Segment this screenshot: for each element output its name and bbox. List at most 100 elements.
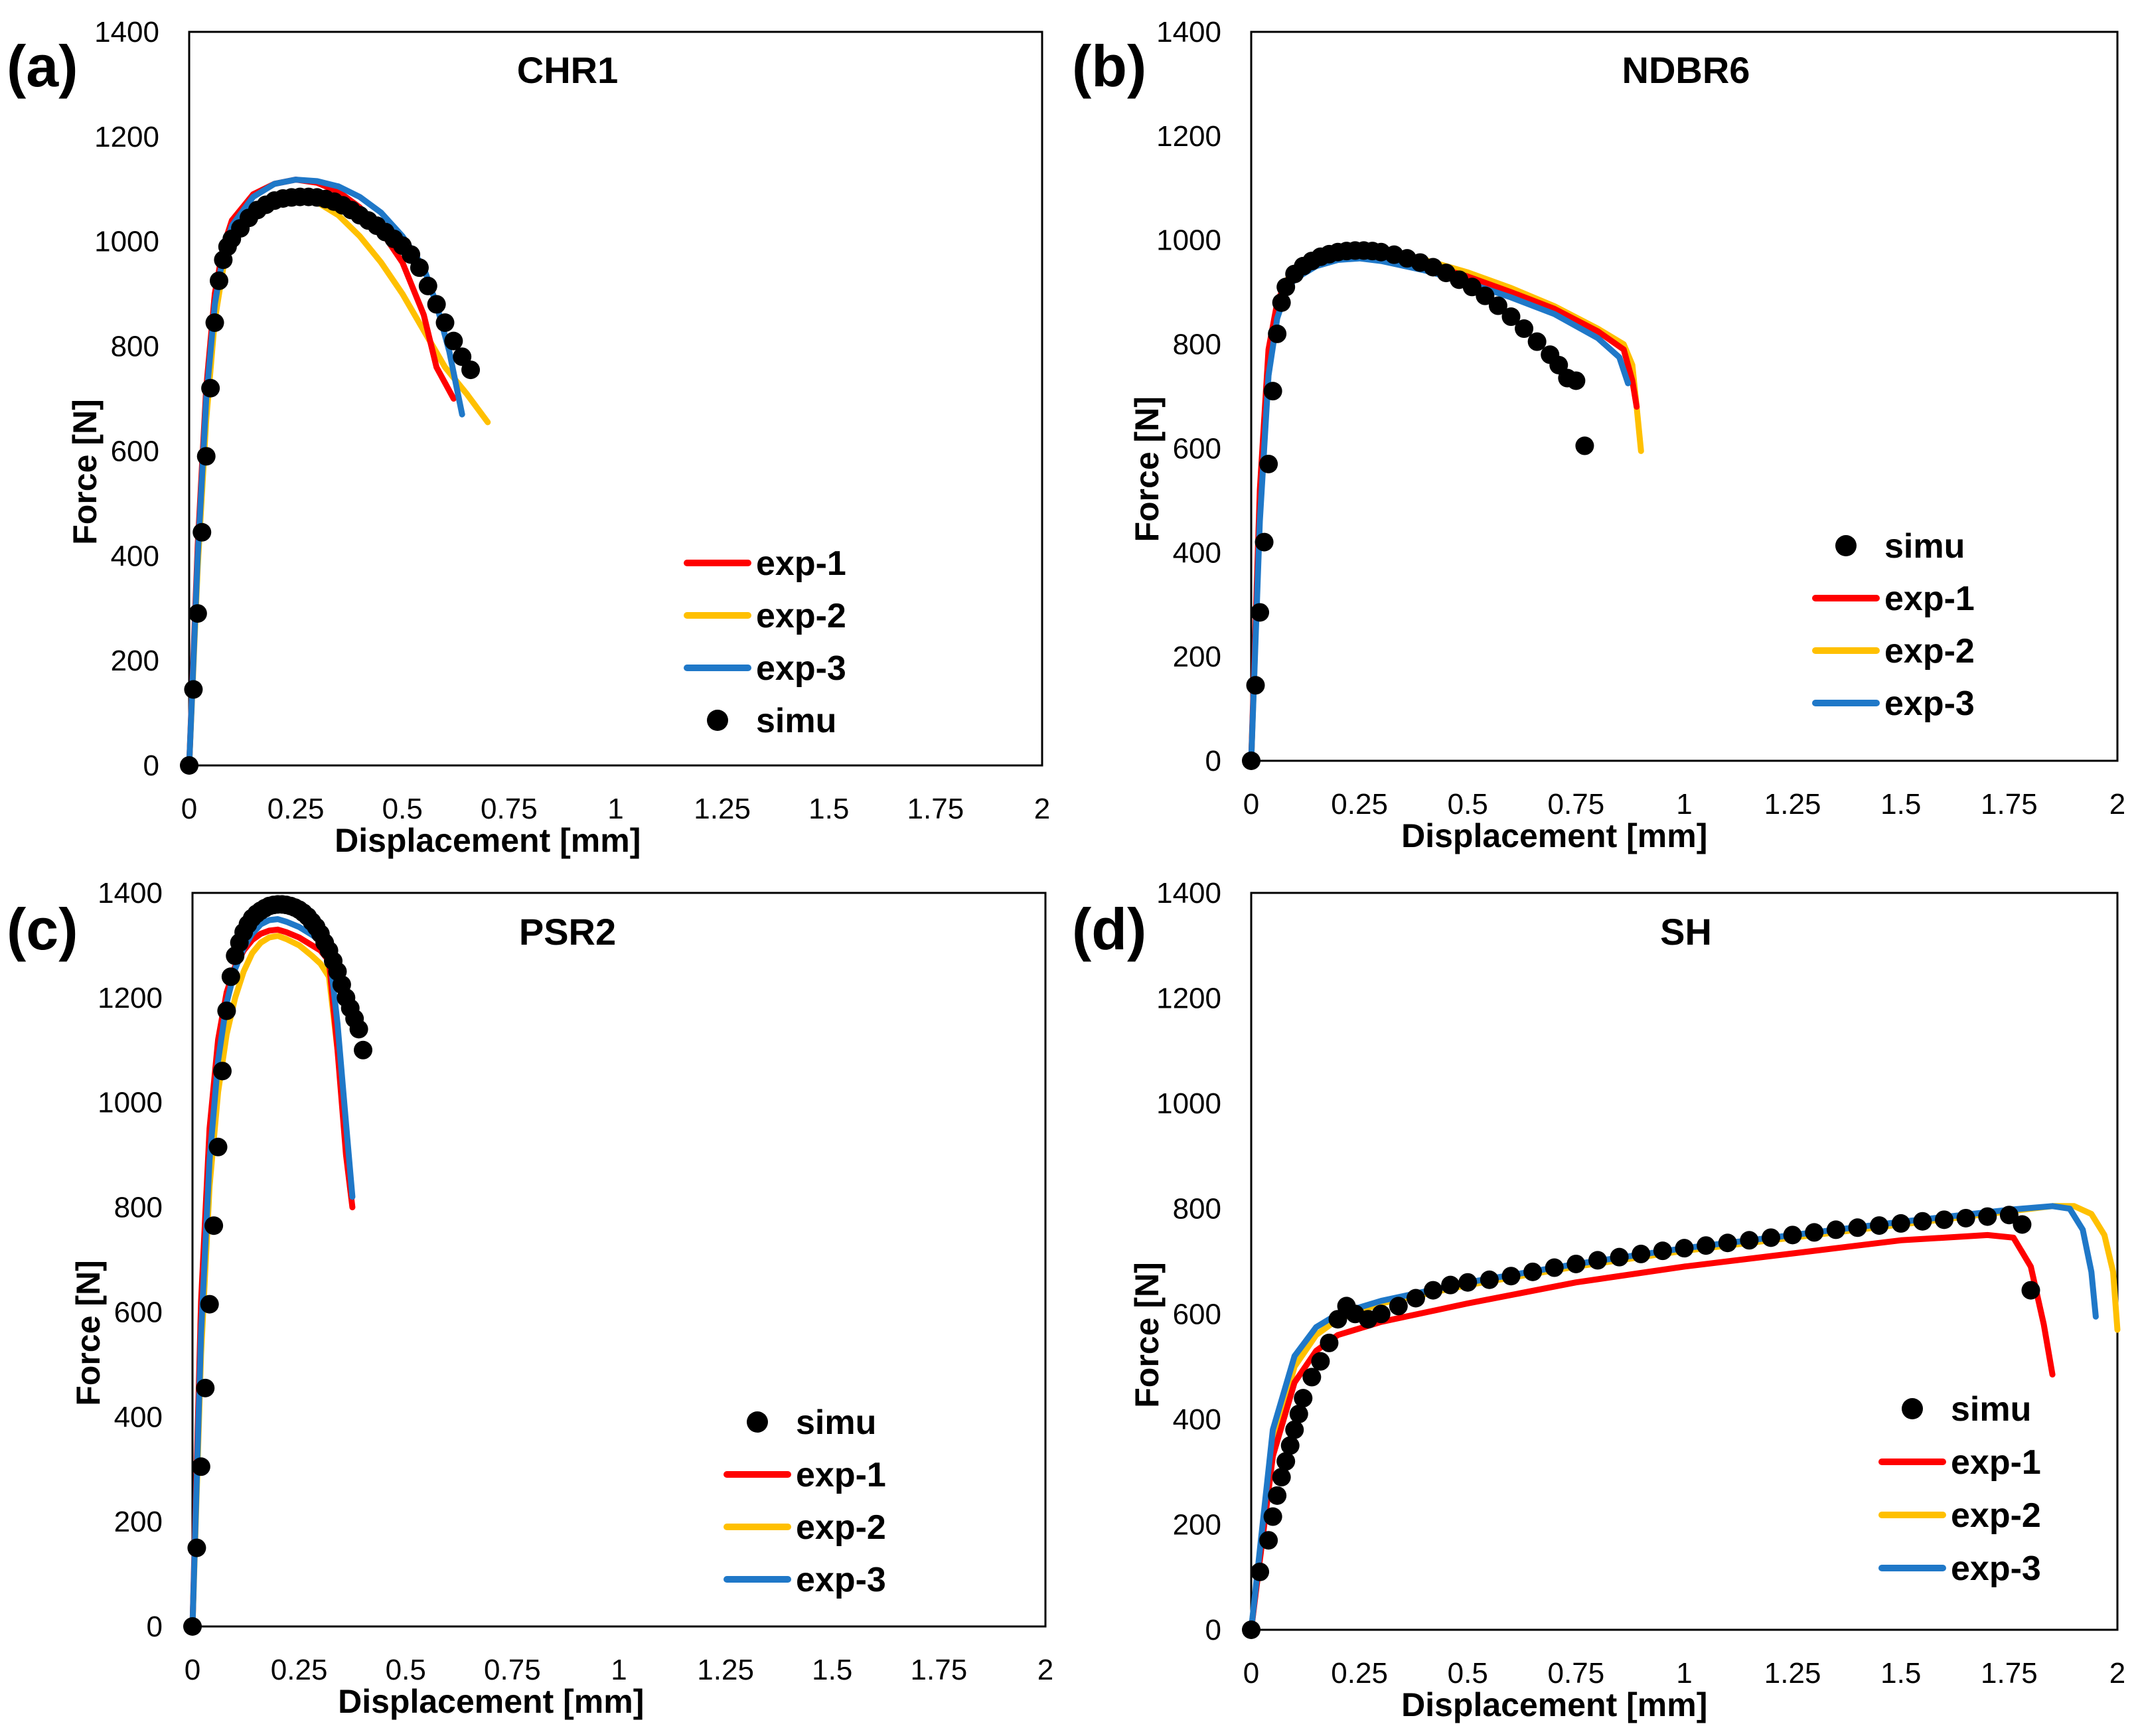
y-tick-label: 0 [147, 1611, 163, 1643]
x-tick-label: 0.25 [267, 793, 325, 825]
data-point-simu [212, 1062, 232, 1081]
x-tick-label: 1 [611, 1654, 627, 1686]
data-point-simu [1913, 1212, 1932, 1231]
data-point-simu [1259, 454, 1278, 473]
legend-marker-simu [1835, 535, 1857, 556]
legend: simu exp-1 exp-2 exp-3 [1878, 1390, 2041, 1588]
data-point-simu [2013, 1215, 2032, 1234]
y-tick-label: 400 [111, 540, 159, 572]
y-tick-label: 200 [1173, 1508, 1221, 1541]
legend: exp-1 exp-2 exp-3 simu [684, 544, 846, 740]
legend-label-simu: simu [796, 1403, 876, 1442]
data-point-simu [418, 276, 437, 295]
legend-label-simu: simu [1951, 1390, 2031, 1429]
x-axis-label: Displacement [mm] [335, 822, 641, 859]
data-point-simu [217, 1001, 236, 1020]
x-tick-label: 0 [1243, 788, 1259, 821]
legend-label-exp-2: exp-2 [796, 1508, 886, 1547]
data-point-simu [201, 378, 220, 398]
y-tick-label: 1400 [1156, 877, 1221, 909]
data-point-simu [1740, 1231, 1759, 1250]
x-tick-label: 1.5 [1880, 1657, 1921, 1690]
panel-chr1: 0 200 400 600 800 1000 1200 1400 0 0.25 0.5 0.75 1 1.… [7, 16, 1050, 859]
y-tick-label: 800 [111, 331, 159, 363]
y-tick-label: 1000 [1156, 1087, 1221, 1120]
x-tick-label: 1.75 [911, 1654, 968, 1686]
data-point-simu [191, 1457, 210, 1476]
y-tick-label: 1200 [1156, 983, 1221, 1015]
data-point-simu [1566, 371, 1586, 390]
data-point-simu [1675, 1239, 1694, 1258]
data-point-simu [183, 1617, 202, 1636]
plot-data [1242, 241, 1644, 770]
legend-label-exp-1: exp-1 [756, 544, 846, 583]
y-tick-label: 600 [114, 1296, 163, 1328]
data-point-simu [427, 295, 446, 314]
y-tick-label: 0 [1205, 1614, 1221, 1646]
data-point-simu [1424, 1281, 1443, 1300]
data-point-simu [461, 360, 481, 380]
x-tick-label: 1.75 [907, 793, 964, 825]
legend: simu exp-1 exp-2 exp-3 [724, 1403, 886, 1599]
y-tick-label: 400 [1173, 536, 1221, 569]
data-point-simu [1870, 1216, 1889, 1235]
plot-data [1242, 1203, 2121, 1639]
data-point-simu [1610, 1247, 1629, 1267]
x-tick-label: 0 [185, 1654, 200, 1686]
data-point-simu [1999, 1206, 2019, 1225]
x-tick-label: 1.25 [1764, 788, 1821, 821]
y-axis-label: Force [N] [66, 399, 104, 544]
y-tick-label: 400 [114, 1401, 163, 1433]
data-point-simu [1263, 1507, 1282, 1526]
y-tick-label: 0 [1205, 745, 1221, 777]
data-point-simu [1263, 382, 1282, 401]
x-tick-label: 0.25 [1331, 1657, 1388, 1690]
data-point-simu [1268, 1486, 1287, 1505]
data-point-simu [200, 1295, 219, 1314]
data-point-simu [1978, 1207, 1997, 1226]
data-point-simu [1462, 277, 1482, 297]
data-point-simu [2021, 1281, 2040, 1300]
legend: simu exp-1 exp-2 exp-3 [1812, 527, 1975, 723]
legend-marker-simu [1902, 1398, 1923, 1419]
panel-letter: (a) [7, 33, 78, 99]
y-tick-label: 1400 [94, 16, 159, 48]
y-tick-label: 1200 [1156, 120, 1221, 153]
legend-label-exp-2: exp-2 [756, 597, 846, 635]
panel-letter: (c) [7, 896, 78, 962]
y-axis-label: Force [N] [1128, 1262, 1166, 1407]
chart-title: SH [1660, 911, 1712, 953]
y-tick-label: 1000 [1156, 224, 1221, 257]
x-tick-label: 0.5 [386, 1654, 426, 1686]
data-point-simu [410, 258, 429, 277]
data-point-simu [354, 1040, 372, 1060]
data-point-simu [1255, 532, 1274, 552]
y-tick-label: 600 [111, 435, 159, 467]
x-tick-label: 1.25 [697, 1654, 754, 1686]
data-point-simu [1251, 1562, 1270, 1581]
data-point-simu [1566, 1254, 1586, 1273]
x-tick-label: 0.5 [382, 793, 423, 825]
data-point-simu [1588, 1251, 1607, 1270]
legend-label-exp-1: exp-1 [796, 1456, 886, 1494]
y-tick-label: 800 [114, 1192, 163, 1224]
panel-sh: 0 200 400 600 800 1000 1200 1400 0 0.25 0.5 0.75 1 1.… [1072, 877, 2125, 1723]
legend-marker-simu [707, 710, 728, 731]
data-point-simu [349, 1020, 368, 1039]
data-point-simu [1328, 1310, 1347, 1329]
plot-data [180, 177, 491, 775]
y-tick-label: 600 [1173, 432, 1221, 465]
data-point-simu [209, 271, 228, 290]
x-axis-label: Displacement [mm] [1401, 1686, 1707, 1723]
data-point-simu [1389, 1297, 1408, 1316]
data-point-simu [1441, 1275, 1460, 1295]
data-point-simu [1891, 1214, 1910, 1233]
data-point-simu [1848, 1218, 1867, 1237]
x-tick-label: 1 [1676, 788, 1692, 821]
data-point-simu [1523, 1262, 1543, 1281]
data-point-simu [1501, 307, 1521, 327]
data-point-simu [205, 313, 224, 333]
x-tick-label: 1 [1676, 1657, 1692, 1690]
data-point-simu [1294, 1389, 1313, 1408]
